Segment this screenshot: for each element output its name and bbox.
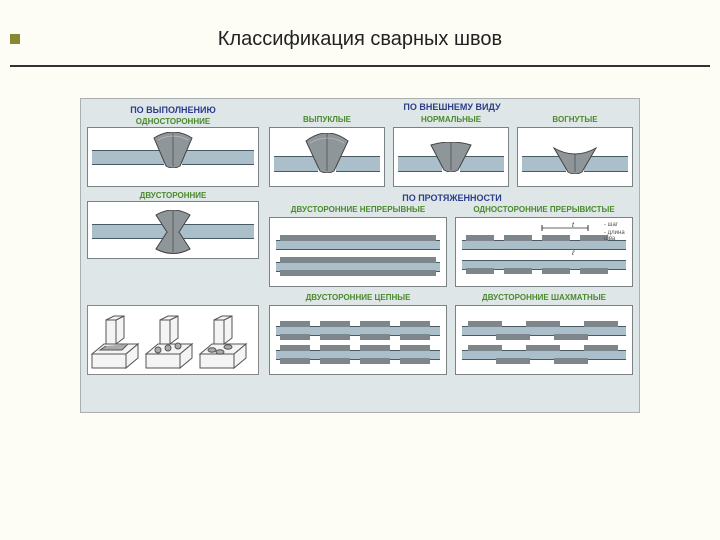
label-normal: НОРМАЛЬНЫЕ [393, 115, 509, 124]
panel-convex [269, 127, 385, 187]
page-title: Классификация сварных швов [218, 28, 502, 50]
panel-double-continuous [269, 217, 447, 287]
bullet-marker [10, 34, 20, 44]
panel-isometric-tjoints [87, 305, 259, 375]
title-rule [10, 65, 710, 67]
classification-figure: ПО ВЫПОЛНЕНИЮ ОДНОСТОРОННИЕ ДВУСТОРОННИЕ [80, 98, 640, 413]
legend-length: - длина шва [604, 230, 632, 242]
panel-double-staggered [455, 305, 633, 375]
label-double-chain: ДВУСТОРОННИЕ ЦЕПНЫЕ [269, 293, 447, 302]
section-title-length: ПО ПРОТЯЖЕННОСТИ [269, 193, 635, 203]
panel-single-sided [87, 127, 259, 187]
label-single-intermittent: ОДНОСТОРОННИЕ ПРЕРЫВИСТЫЕ [455, 205, 633, 214]
label-convex: ВЫПУКЛЫЕ [269, 115, 385, 124]
panel-concave [517, 127, 633, 187]
label-double-staggered: ДВУСТОРОННИЕ ШАХМАТНЫЕ [455, 293, 633, 302]
panel-double-sided [87, 201, 259, 259]
panel-double-chain [269, 305, 447, 375]
section-title-execution: ПО ВЫПОЛНЕНИЮ [87, 105, 259, 115]
label-concave: ВОГНУТЫЕ [517, 115, 633, 124]
label-double-continuous: ДВУСТОРОННИЕ НЕПРЕРЫВНЫЕ [269, 205, 447, 214]
section-title-appearance: ПО ВНЕШНЕМУ ВИДУ [269, 102, 635, 112]
label-single-sided: ОДНОСТОРОННИЕ [87, 117, 259, 126]
legend-step: - шаг [604, 222, 618, 228]
panel-single-intermittent: t ℓ - шаг - длина шва [455, 217, 633, 287]
panel-normal [393, 127, 509, 187]
label-double-sided: ДВУСТОРОННИЕ [87, 191, 259, 200]
